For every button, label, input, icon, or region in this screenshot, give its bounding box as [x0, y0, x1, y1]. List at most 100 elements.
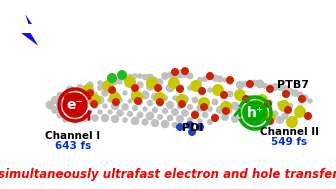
Circle shape — [277, 85, 283, 91]
Circle shape — [122, 74, 129, 81]
Circle shape — [197, 118, 203, 124]
Circle shape — [186, 121, 194, 129]
Circle shape — [297, 105, 303, 111]
Circle shape — [198, 97, 210, 109]
Circle shape — [156, 98, 164, 106]
Circle shape — [92, 103, 98, 109]
Circle shape — [197, 86, 203, 92]
Circle shape — [63, 93, 87, 117]
Circle shape — [207, 119, 213, 125]
Circle shape — [166, 84, 174, 92]
Circle shape — [141, 119, 149, 125]
Circle shape — [168, 77, 180, 89]
Circle shape — [257, 113, 263, 119]
Circle shape — [66, 99, 74, 107]
Circle shape — [227, 108, 233, 114]
Circle shape — [106, 79, 114, 87]
Circle shape — [137, 73, 143, 79]
Circle shape — [166, 101, 174, 109]
Circle shape — [172, 95, 178, 101]
Circle shape — [172, 122, 178, 128]
Circle shape — [262, 83, 268, 89]
Circle shape — [62, 117, 68, 123]
Circle shape — [134, 97, 142, 105]
Circle shape — [117, 79, 123, 85]
Circle shape — [231, 102, 239, 110]
Circle shape — [246, 80, 254, 88]
Circle shape — [86, 81, 94, 89]
Circle shape — [101, 89, 109, 97]
Circle shape — [222, 77, 227, 83]
Circle shape — [207, 106, 213, 112]
Circle shape — [145, 74, 154, 82]
Circle shape — [112, 90, 118, 96]
Circle shape — [107, 79, 113, 85]
Circle shape — [182, 123, 188, 129]
Circle shape — [251, 119, 259, 127]
Circle shape — [146, 77, 158, 89]
Text: 549 fs: 549 fs — [271, 137, 307, 147]
Circle shape — [126, 79, 134, 87]
Circle shape — [282, 112, 289, 120]
Text: h⁺: h⁺ — [246, 106, 263, 120]
Circle shape — [136, 112, 143, 119]
Circle shape — [127, 111, 133, 117]
Circle shape — [154, 84, 162, 92]
Circle shape — [256, 94, 268, 106]
Circle shape — [97, 85, 103, 91]
Circle shape — [242, 81, 248, 87]
Circle shape — [281, 85, 289, 93]
Circle shape — [212, 113, 218, 119]
Circle shape — [111, 77, 119, 85]
Circle shape — [102, 80, 114, 92]
Circle shape — [267, 115, 272, 121]
Text: simultaneously ultrafast electron and hole transfer: simultaneously ultrafast electron and ho… — [0, 168, 336, 181]
Circle shape — [107, 97, 113, 103]
Circle shape — [96, 96, 104, 104]
Circle shape — [167, 115, 173, 121]
Circle shape — [92, 91, 97, 97]
Circle shape — [127, 74, 133, 80]
Circle shape — [181, 109, 189, 117]
Circle shape — [226, 76, 234, 84]
Circle shape — [46, 101, 54, 109]
Circle shape — [176, 123, 184, 131]
Circle shape — [284, 106, 292, 114]
Circle shape — [82, 104, 88, 110]
Circle shape — [217, 89, 223, 95]
Circle shape — [57, 92, 63, 98]
Circle shape — [140, 91, 150, 99]
Circle shape — [236, 108, 245, 116]
Circle shape — [77, 110, 83, 116]
Circle shape — [112, 98, 120, 106]
Circle shape — [97, 109, 103, 115]
Circle shape — [152, 107, 158, 113]
Circle shape — [216, 75, 223, 83]
Circle shape — [136, 81, 144, 89]
Circle shape — [247, 95, 253, 101]
Circle shape — [82, 84, 94, 96]
Circle shape — [266, 85, 274, 93]
Circle shape — [266, 117, 274, 125]
Circle shape — [206, 72, 214, 80]
Circle shape — [64, 93, 72, 101]
Circle shape — [131, 117, 139, 125]
Circle shape — [121, 103, 129, 111]
Circle shape — [301, 94, 308, 101]
Circle shape — [122, 90, 128, 96]
Circle shape — [307, 98, 313, 104]
Circle shape — [251, 106, 259, 114]
Circle shape — [237, 93, 243, 99]
Circle shape — [187, 117, 193, 123]
Circle shape — [181, 67, 189, 75]
Circle shape — [67, 110, 74, 118]
Circle shape — [161, 120, 169, 128]
Circle shape — [118, 77, 123, 81]
Circle shape — [56, 112, 64, 119]
Circle shape — [220, 91, 228, 99]
Circle shape — [202, 112, 208, 119]
Circle shape — [256, 96, 264, 104]
Circle shape — [171, 68, 179, 76]
Circle shape — [177, 103, 183, 109]
Circle shape — [176, 84, 184, 92]
